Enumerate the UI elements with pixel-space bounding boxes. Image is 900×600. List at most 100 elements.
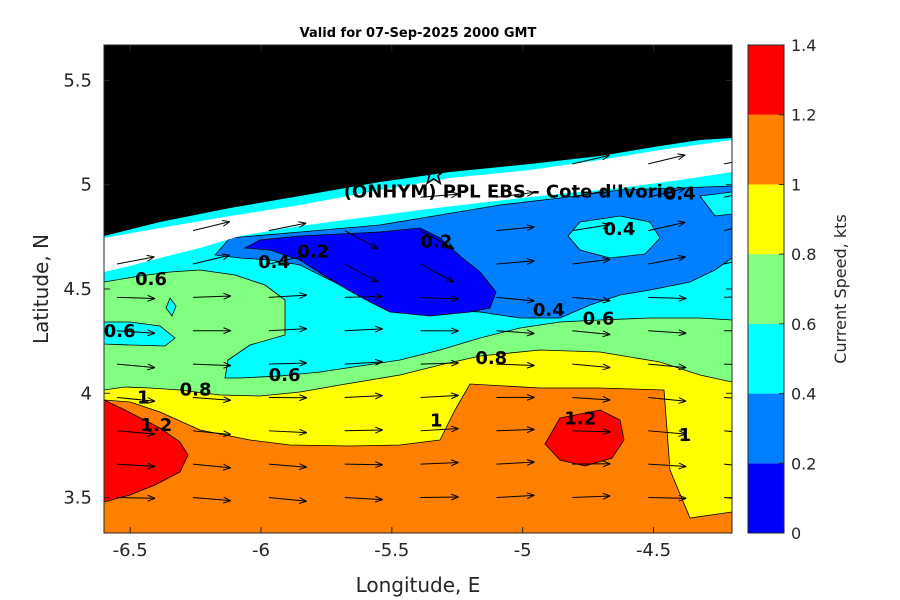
current-vector [117, 330, 156, 334]
plot-area: 0.4 0.4 0.2 0.4 0.2 0.6 0.6 0.4 0.6 0.6 0.8 0.8 1 1.2… [104, 45, 732, 533]
current-vector [420, 362, 459, 365]
contour-label: 1.2 [564, 409, 596, 430]
current-vector-head [147, 329, 156, 337]
current-vector-head [299, 359, 308, 367]
current-vector [724, 194, 732, 198]
current-vector [648, 463, 687, 467]
current-vector-head [370, 242, 379, 250]
current-vector-head [526, 459, 535, 466]
chart-title: Valid for 07-Sep-2025 2000 GMT [300, 26, 537, 41]
current-vector-head [526, 361, 535, 369]
current-vector [496, 260, 535, 265]
current-vector-head [374, 325, 383, 333]
current-vector [268, 463, 307, 468]
current-vector-head [147, 462, 156, 470]
current-vector [268, 430, 307, 434]
colorbar-label: Current Speed, kts [831, 214, 850, 363]
x-axis-label: Longitude, E [356, 573, 481, 597]
current-vector [648, 221, 686, 232]
level-fill-1.2-1.4-west [104, 399, 189, 503]
current-vector [496, 296, 535, 302]
current-vector [724, 463, 732, 466]
current-vector [192, 463, 231, 469]
current-vector [420, 461, 459, 465]
current-vector-head [678, 294, 687, 302]
current-vector-head [146, 254, 155, 262]
contour-labels: 0.4 0.4 0.2 0.4 0.2 0.6 0.6 0.4 0.6 0.6 0.8 0.8 1 1.2… [104, 183, 696, 446]
current-vector [268, 222, 307, 232]
x-tick-label: -4.5 [636, 540, 671, 561]
current-vector [648, 497, 687, 499]
current-vector [648, 296, 687, 299]
current-vector-head [221, 220, 231, 227]
colorbar-tick-label: 0.2 [791, 454, 816, 473]
current-vector [420, 394, 459, 398]
current-vector [344, 361, 383, 365]
current-vector [648, 154, 686, 165]
contour-label: 0.6 [104, 321, 136, 342]
current-vector-field [116, 153, 732, 504]
current-vector-head [374, 495, 383, 503]
current-vector-head [147, 494, 156, 502]
current-vector-head [370, 275, 379, 283]
current-vector-head [147, 430, 156, 437]
current-vector-head [298, 463, 307, 471]
current-vector [268, 294, 307, 298]
land-mask [104, 45, 732, 236]
current-vector-head [450, 295, 459, 303]
current-vector [117, 497, 156, 499]
current-vector-head [678, 397, 687, 404]
current-vector [420, 496, 459, 499]
colorbar-tick-label: 1.4 [791, 36, 816, 55]
current-vector [724, 261, 732, 265]
current-vector [192, 295, 231, 298]
current-vector-head [221, 253, 231, 261]
current-vector-head [526, 224, 535, 232]
contour-label: 0.4 [664, 183, 696, 204]
current-vector [496, 428, 535, 432]
contour-label: 1 [430, 411, 443, 432]
current-vector-head [678, 462, 687, 470]
current-vector-head [223, 327, 232, 335]
current-vector-head [445, 275, 455, 283]
current-vector [572, 189, 610, 198]
current-vector-head [374, 392, 383, 400]
current-vector [192, 430, 231, 435]
colorbar-tick-label: 0.6 [791, 315, 816, 334]
current-vector-head [223, 396, 232, 404]
contour-label: 0.6 [583, 308, 615, 329]
contour-label: 1.2 [140, 415, 172, 436]
current-vector-head [678, 363, 687, 371]
current-vector [192, 396, 231, 401]
current-vector-head [297, 253, 307, 261]
current-vector [648, 363, 687, 369]
current-vector-head [450, 493, 459, 501]
current-vector [117, 430, 155, 435]
current-vector-head [299, 292, 307, 299]
current-vector [420, 428, 459, 432]
current-vector [572, 363, 611, 369]
current-vector [572, 330, 611, 335]
current-vector [420, 263, 455, 283]
current-vector [268, 497, 307, 502]
current-vector-head [450, 459, 459, 467]
current-vector [572, 495, 611, 499]
current-vector [496, 363, 535, 366]
contour-label: 0.8 [475, 348, 507, 369]
site-marker-group: (ONHYM) PPL EBS - Cote d'Ivorie [344, 160, 675, 202]
current-vector [192, 221, 231, 232]
contour-label: 0.6 [135, 269, 167, 290]
current-vector-head [299, 428, 308, 436]
current-vector [116, 256, 155, 265]
level-fill-0.4-0.6-island-3 [567, 215, 661, 259]
current-vector-head [147, 363, 156, 371]
level-fill-0.4-0.6-island [104, 321, 176, 347]
colorbar: 0 0.2 0.4 0.6 0.8 1 1.2 1.4 [747, 36, 816, 543]
current-vector-head [601, 222, 611, 230]
current-vector [117, 296, 156, 300]
current-vector-head [678, 329, 687, 337]
colorbar-segment [748, 463, 784, 533]
current-vector [648, 330, 687, 334]
current-vector [648, 187, 686, 198]
current-vector-head [298, 497, 307, 504]
